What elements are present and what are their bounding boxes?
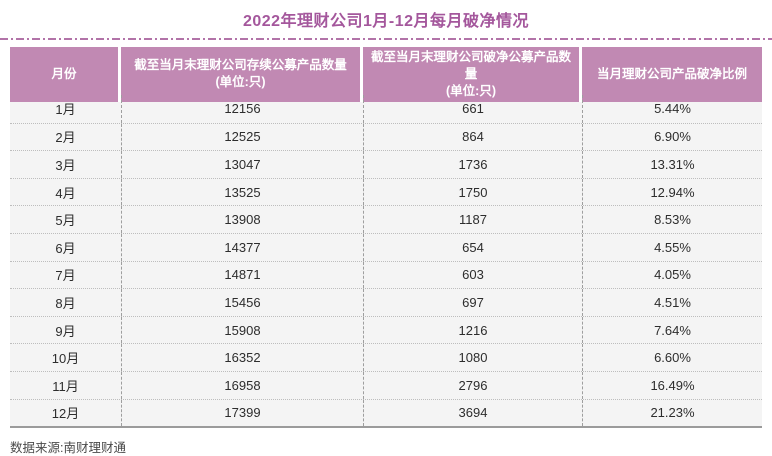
table-row: 12月 17399 3694 21.23% <box>10 398 762 427</box>
month-cell: 11月 <box>52 378 79 394</box>
header-label: 月份 <box>51 66 77 81</box>
existing-products-cell: 14871 <box>121 261 363 289</box>
table-row: 6月 14377 654 4.55% <box>10 232 762 261</box>
broken-nav-ratio-cell: 4.55% <box>582 233 762 261</box>
broken-nav-products-cell: 864 <box>363 123 582 151</box>
header-label: 截至当月末理财公司破净公募产品数量 <box>370 50 571 81</box>
page-title: 2022年理财公司1月-12月每月破净情况 <box>242 13 530 30</box>
header-existing-products: 截至当月末理财公司存续公募产品数量 (单位:只) <box>121 47 363 102</box>
table-row: 1月 12156 661 5.44% <box>10 95 762 123</box>
broken-nav-products-cell: 697 <box>363 289 582 316</box>
existing-products-cell: 13047 <box>121 151 363 178</box>
month-cell: 1月 <box>55 102 76 118</box>
existing-products-cell: 16958 <box>121 371 363 399</box>
title-divider <box>0 38 772 40</box>
broken-nav-ratio-cell: 4.51% <box>582 289 762 316</box>
table-row: 2月 12525 864 6.90% <box>10 122 762 151</box>
broken-nav-products-cell: 2796 <box>363 371 582 399</box>
broken-nav-ratio-cell: 12.94% <box>582 178 762 206</box>
broken-nav-ratio-cell: 5.44% <box>582 95 762 123</box>
header-broken-nav-products: 截至当月末理财公司破净公募产品数量 (单位:只) <box>363 47 582 102</box>
header-unit: (单位:只) <box>215 75 266 90</box>
broken-nav-products-cell: 1736 <box>363 151 582 178</box>
month-cell: 7月 <box>55 268 76 284</box>
table-row: 11月 16958 2796 16.49% <box>10 370 762 399</box>
broken-nav-products-cell: 1750 <box>363 178 582 206</box>
month-cell: 4月 <box>55 185 76 201</box>
table-row: 9月 15908 1216 7.64% <box>10 315 762 344</box>
broken-nav-ratio-cell: 16.49% <box>582 371 762 399</box>
data-source: 数据来源:南财理财通 <box>10 441 126 456</box>
existing-products-cell: 14377 <box>121 233 363 261</box>
header-unit: (单位:只) <box>446 83 496 98</box>
table-body: 1月 12156 661 5.44% 2月 12525 864 6.90% 3月 13047 173… <box>10 95 762 427</box>
broken-nav-products-cell: 603 <box>363 261 582 289</box>
existing-products-cell: 12525 <box>121 123 363 151</box>
table-row: 8月 15456 697 4.51% <box>10 288 762 316</box>
existing-products-cell: 13525 <box>121 178 363 206</box>
broken-nav-products-cell: 1080 <box>363 344 582 371</box>
table-row: 4月 13525 1750 12.94% <box>10 177 762 206</box>
table-bottom-border <box>10 426 762 429</box>
broken-nav-ratio-cell: 8.53% <box>582 206 762 233</box>
header-month: 月份 <box>10 47 121 102</box>
existing-products-cell: 17399 <box>121 399 363 427</box>
header-broken-nav-ratio: 当月理财公司产品破净比例 <box>582 47 762 102</box>
table-row: 7月 14871 603 4.05% <box>10 260 762 289</box>
header-label: 截至当月末理财公司存续公募产品数量 <box>134 58 347 73</box>
month-cell: 9月 <box>55 323 76 339</box>
existing-products-cell: 15456 <box>121 289 363 316</box>
broken-nav-ratio-cell: 21.23% <box>582 399 762 427</box>
month-cell: 3月 <box>55 157 76 173</box>
table-header-row: 月份 截至当月末理财公司存续公募产品数量 (单位:只) 截至当月末理财公司破净公… <box>10 47 762 102</box>
broken-nav-products-cell: 1216 <box>363 316 582 344</box>
data-table: 月份 截至当月末理财公司存续公募产品数量 (单位:只) 截至当月末理财公司破净公… <box>10 47 762 427</box>
month-cell: 10月 <box>51 351 80 367</box>
broken-nav-ratio-cell: 13.31% <box>582 151 762 178</box>
month-cell: 5月 <box>55 213 76 229</box>
month-cell: 8月 <box>55 295 76 311</box>
broken-nav-ratio-cell: 4.05% <box>582 261 762 289</box>
table-row: 5月 13908 1187 8.53% <box>10 205 762 233</box>
existing-products-cell: 13908 <box>121 206 363 233</box>
broken-nav-products-cell: 654 <box>363 233 582 261</box>
month-cell: 6月 <box>55 240 76 256</box>
table-row: 10月 16352 1080 6.60% <box>10 343 762 371</box>
broken-nav-ratio-cell: 6.60% <box>582 344 762 371</box>
existing-products-cell: 12156 <box>121 95 363 123</box>
existing-products-cell: 16352 <box>121 344 363 371</box>
broken-nav-products-cell: 3694 <box>363 399 582 427</box>
month-cell: 12月 <box>51 406 80 422</box>
broken-nav-products-cell: 1187 <box>363 206 582 233</box>
table-row: 3月 13047 1736 13.31% <box>10 150 762 178</box>
broken-nav-products-cell: 661 <box>363 95 582 123</box>
broken-nav-ratio-cell: 6.90% <box>582 123 762 151</box>
header-label: 当月理财公司产品破净比例 <box>596 66 747 81</box>
month-cell: 2月 <box>55 130 76 146</box>
existing-products-cell: 15908 <box>121 316 363 344</box>
broken-nav-ratio-cell: 7.64% <box>582 316 762 344</box>
